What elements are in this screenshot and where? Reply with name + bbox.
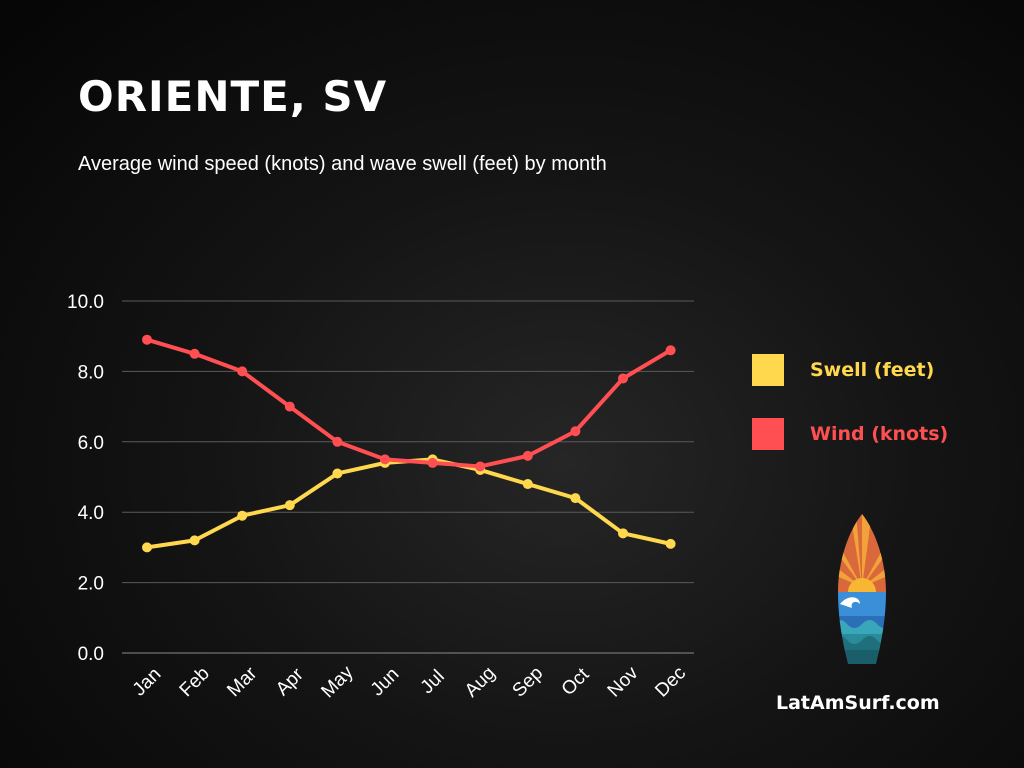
surfboard-logo-icon — [838, 514, 886, 664]
x-tick-label: Apr — [272, 664, 308, 700]
wind-series-line — [145, 337, 673, 469]
page-title: ORIENTE, SV — [78, 72, 388, 121]
site-url: LatAmSurf.com — [776, 692, 940, 714]
y-tick-label: 2.0 — [78, 574, 104, 595]
x-tick-label: Sep — [509, 663, 548, 702]
swell-point — [618, 528, 628, 539]
wind-point — [427, 457, 438, 468]
x-tick-label: Dec — [651, 663, 690, 702]
x-tick-label: Oct — [558, 664, 594, 700]
legend-item-swell: Swell (feet) — [752, 352, 948, 388]
wind-point — [380, 454, 390, 465]
x-tick-label: Feb — [176, 663, 214, 701]
swell-point — [189, 535, 200, 546]
x-tick-label: Nov — [604, 662, 643, 701]
wind-point — [570, 426, 581, 437]
chart-legend: Swell (feet) Wind (knots) — [752, 352, 948, 480]
wind-point — [189, 348, 200, 359]
y-tick-label: 8.0 — [78, 362, 104, 383]
wind-point — [142, 334, 152, 345]
wind-point — [665, 345, 676, 356]
swell-point — [522, 479, 533, 490]
x-tick-label: Mar — [223, 663, 261, 701]
swell-series-line — [145, 457, 673, 550]
legend-label-wind: Wind (knots) — [810, 423, 949, 445]
page-subtitle: Average wind speed (knots) and wave swel… — [78, 153, 607, 175]
legend-swatch-wind — [752, 418, 784, 450]
y-tick-label: 6.0 — [78, 433, 104, 454]
swell-point — [284, 500, 295, 511]
y-tick-label: 4.0 — [78, 503, 104, 524]
x-tick-label: Jan — [129, 664, 166, 701]
swell-point — [332, 468, 343, 479]
x-tick-label: May — [317, 662, 358, 703]
wind-point — [284, 401, 295, 412]
swell-point — [570, 493, 581, 504]
x-tick-label: Jul — [417, 666, 449, 698]
wind-point — [237, 366, 248, 377]
wind-point — [475, 461, 486, 472]
legend-item-wind: Wind (knots) — [752, 416, 948, 452]
legend-swatch-swell — [752, 354, 784, 386]
legend-label-swell: Swell (feet) — [810, 359, 935, 381]
swell-point — [665, 538, 676, 549]
wind-point — [618, 373, 628, 384]
swell-point — [237, 510, 248, 521]
y-tick-label: 10.0 — [67, 292, 104, 313]
x-tick-label: Jun — [367, 664, 404, 701]
wind-point — [332, 436, 343, 447]
wind-point — [522, 450, 533, 461]
swell-point — [142, 542, 152, 553]
x-tick-label: Aug — [461, 663, 500, 702]
y-tick-label: 0.0 — [78, 644, 104, 665]
